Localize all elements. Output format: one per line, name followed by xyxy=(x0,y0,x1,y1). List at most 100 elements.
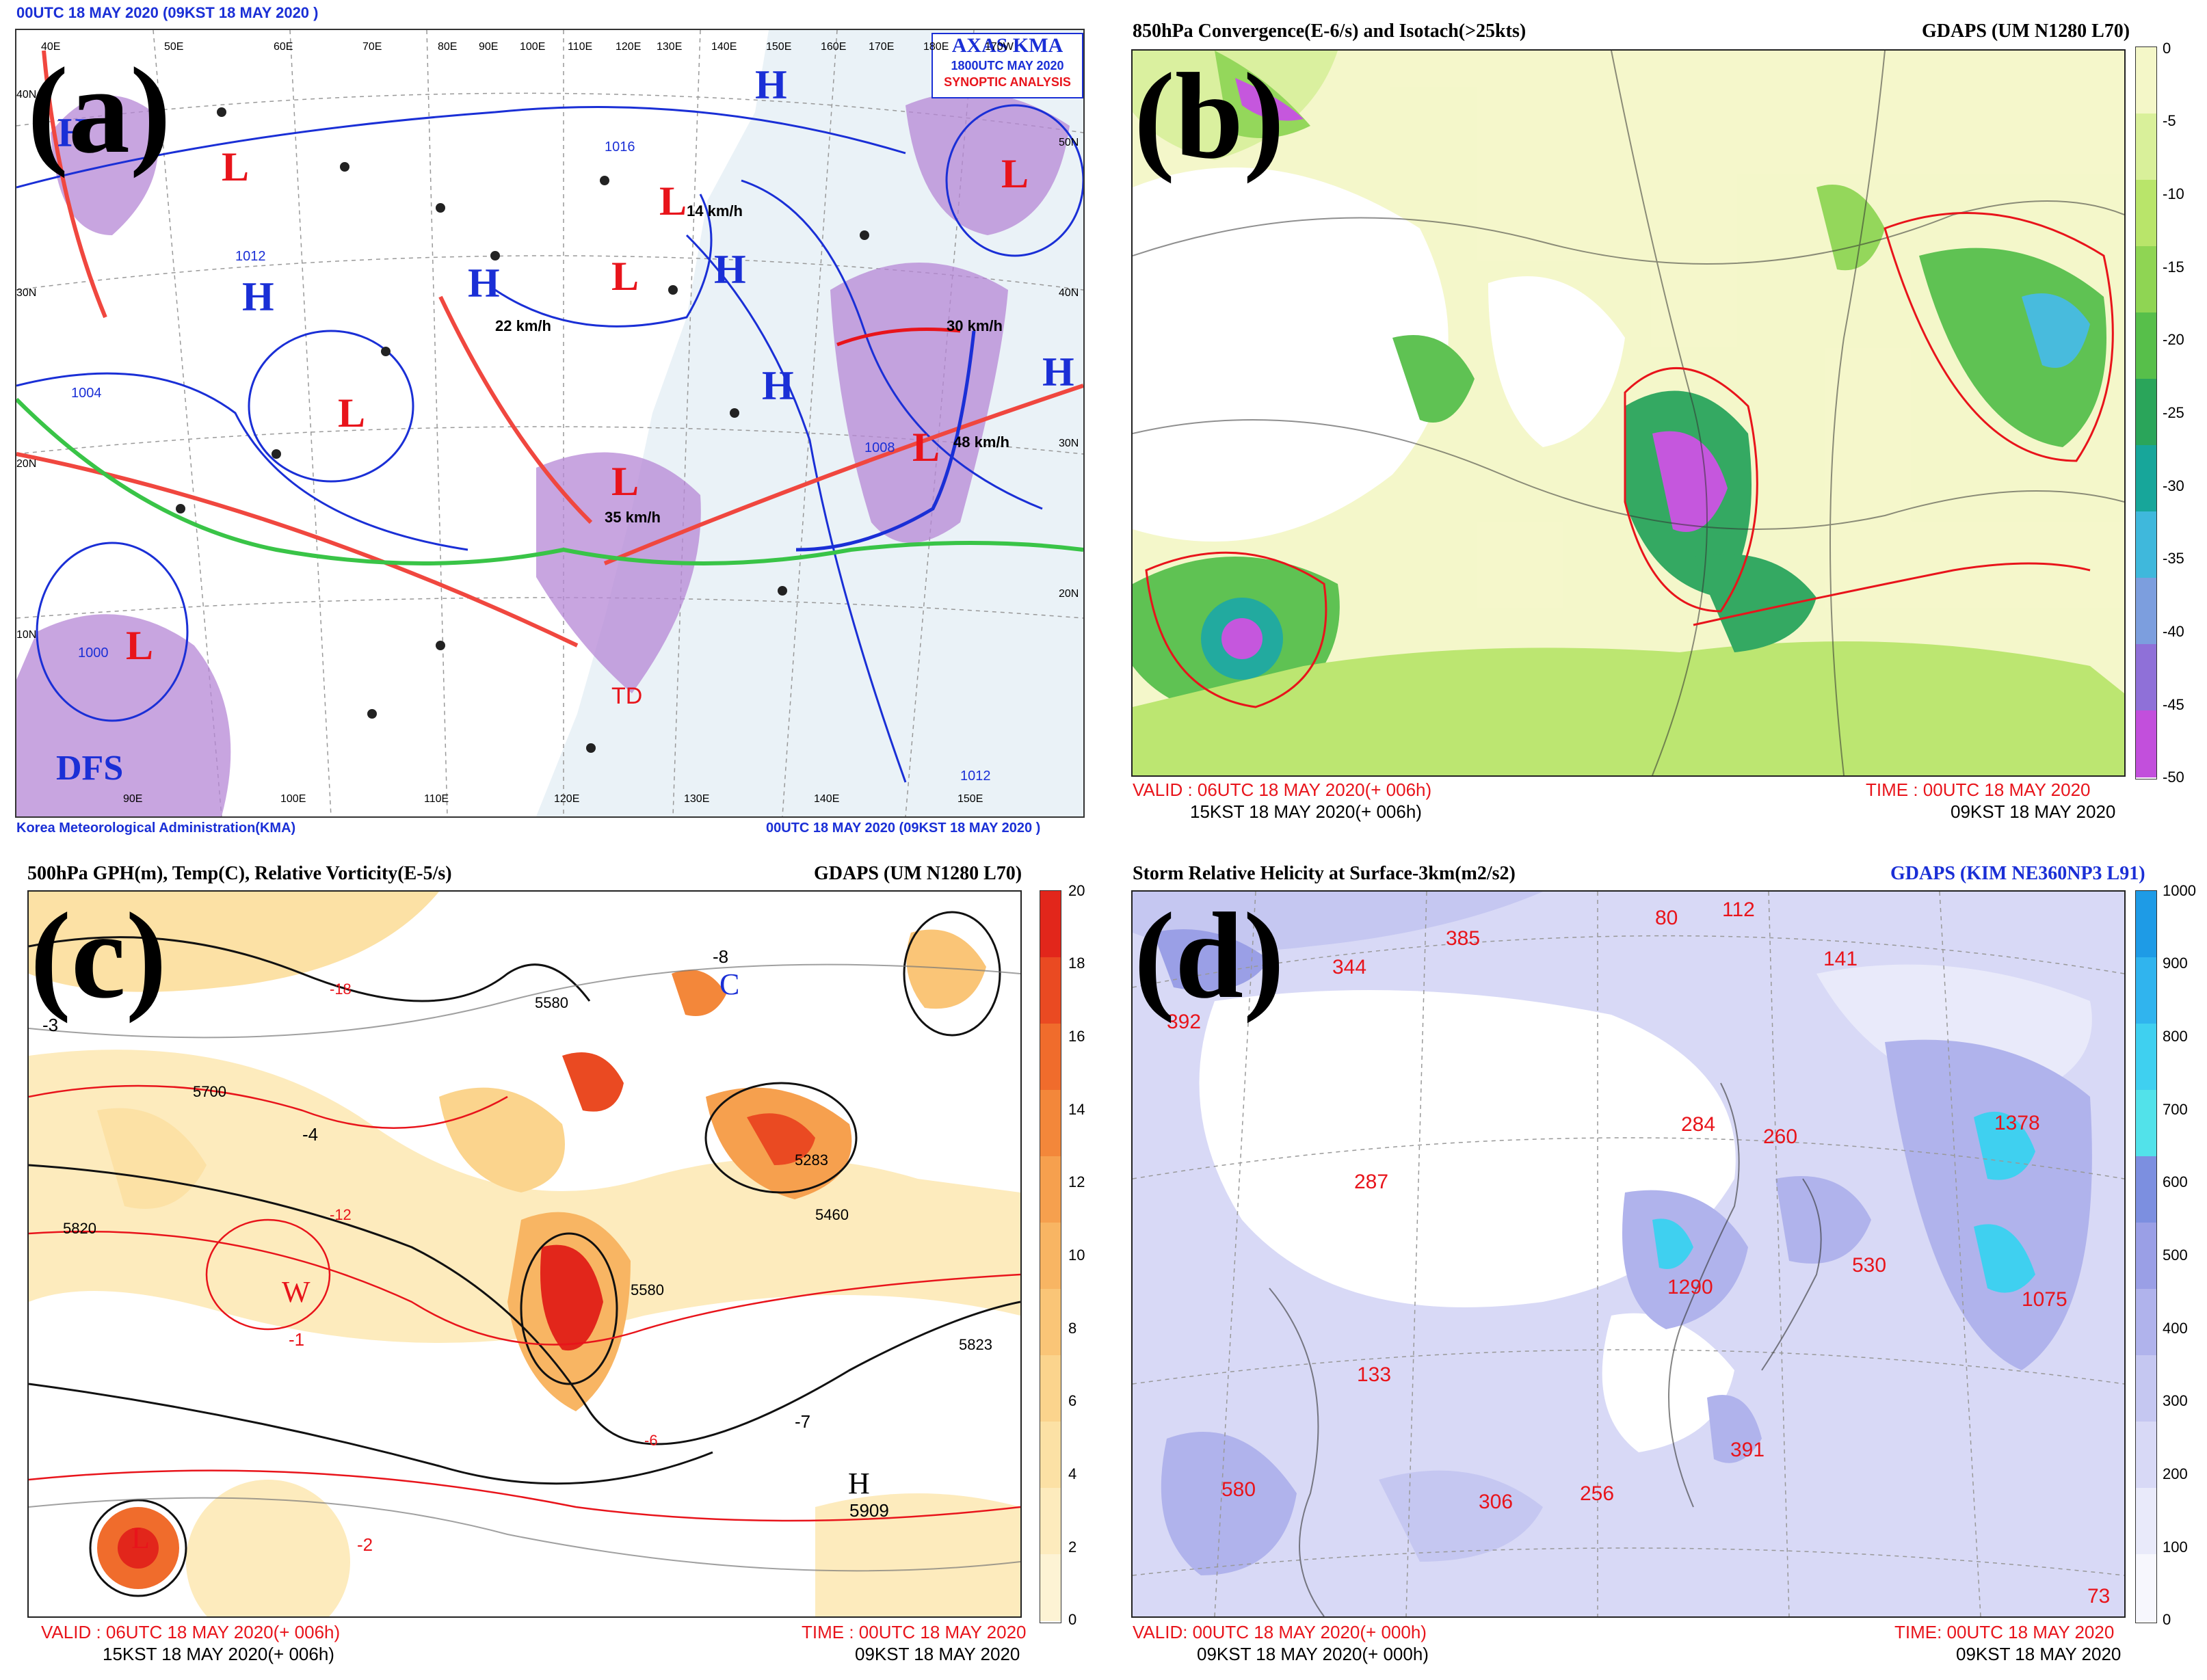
panel-d-time1: TIME: 00UTC 18 MAY 2020 xyxy=(1894,1622,2115,1642)
panel-c-center-h: H xyxy=(848,1467,870,1500)
panel-c-time1: TIME : 00UTC 18 MAY 2020 xyxy=(802,1622,1027,1642)
panel-a-isobar-6: 1012 xyxy=(960,769,991,784)
srh-max-9: 287 xyxy=(1354,1171,1389,1193)
panel-c-map: 5580 5700 5820 5460 5909 5283 5823 5580 … xyxy=(27,890,1022,1618)
srh-max-3: 385 xyxy=(1446,927,1481,950)
srh-max-2: 112 xyxy=(1722,898,1755,921)
cb-c-4 xyxy=(1040,1156,1061,1223)
panel-a-isobar-3: 1016 xyxy=(605,139,635,155)
panel-d-values: 80 112 385 344 141 392 284 260 287 1378 … xyxy=(1131,890,2123,1615)
panel-c-time2: 09KST 18 MAY 2020 xyxy=(855,1644,1020,1664)
svg-text:H: H xyxy=(242,274,274,319)
svg-text:L: L xyxy=(338,390,365,436)
panel-a-speed-4: 30 km/h xyxy=(947,317,1003,334)
cb-d-1 xyxy=(2136,957,2156,1024)
panel-d-label: (d) xyxy=(1134,888,1284,1024)
cb-b-8 xyxy=(2136,578,2156,644)
panel-c-temp-1: -18 xyxy=(330,981,352,998)
svg-text:L: L xyxy=(1001,151,1029,196)
panel-a-map-svg: H L H L H L L H H H L L H L L xyxy=(16,30,1083,816)
panel-c-center-l: L xyxy=(131,1521,150,1555)
panel-a-speed-5: 48 km/h xyxy=(953,434,1009,451)
cb-b-1 xyxy=(2136,114,2156,180)
panel-b-title: 850hPa Convergence(E-6/s) and Isotach(>2… xyxy=(1133,21,1527,42)
panel-c-temp-2: -12 xyxy=(330,1206,352,1223)
panel-a-speed-3: 35 km/h xyxy=(605,509,661,526)
svg-text:L: L xyxy=(659,178,687,224)
cb-b-7 xyxy=(2136,511,2156,578)
panel-c-height-8: 5580 xyxy=(631,1281,664,1298)
cb-d-7 xyxy=(2136,1355,2156,1422)
srh-max-13: 1075 xyxy=(2022,1288,2067,1311)
cb-c-10 xyxy=(1040,1554,1061,1621)
panel-c-temp-8: -2 xyxy=(357,1534,373,1555)
panel-c-height-5: 5909 xyxy=(849,1500,889,1521)
srh-max-19: 73 xyxy=(2087,1585,2111,1608)
srh-max-16: 580 xyxy=(1221,1478,1256,1501)
panel-c-valid2: 15KST 18 MAY 2020(+ 006h) xyxy=(103,1644,334,1664)
srh-max-17: 306 xyxy=(1479,1491,1514,1513)
srh-max-1: 80 xyxy=(1655,907,1678,929)
panel-c-temp-6: -4 xyxy=(302,1124,319,1145)
panel-a-info-box: AXAS KMA 1800UTC MAY 2020 SYNOPTIC ANALY… xyxy=(931,33,1083,98)
panel-c-height-6: 5283 xyxy=(795,1151,828,1169)
panel-c-colorbar xyxy=(1040,890,1061,1623)
panel-c-center-c: C xyxy=(719,968,740,1001)
cb-b-3 xyxy=(2136,246,2156,312)
cb-c-9 xyxy=(1040,1488,1061,1554)
srh-max-10: 1378 xyxy=(1994,1112,2040,1134)
panel-c-map-svg xyxy=(29,892,1020,1616)
panel-a-label: (a) xyxy=(27,42,171,178)
panel-d-model: GDAPS (KIM NE360NP3 L91) xyxy=(1890,863,2145,884)
cb-c-8 xyxy=(1040,1422,1061,1488)
panel-a-speed-1: 14 km/h xyxy=(687,202,743,219)
panel-c-model: GDAPS (UM N1280 L70) xyxy=(814,863,1022,884)
panel-c-temp-3: -6 xyxy=(644,1432,658,1449)
panel-a-top-left: 00UTC 18 MAY 2020 (09KST 18 MAY 2020 ) xyxy=(16,4,319,21)
cb-d-6 xyxy=(2136,1289,2156,1355)
svg-text:H: H xyxy=(755,62,787,107)
panel-c-temp-5: -8 xyxy=(713,946,729,967)
cb-d-9 xyxy=(2136,1488,2156,1554)
panel-c-height-7: 5823 xyxy=(959,1336,992,1353)
panel-b-colorbar xyxy=(2135,46,2157,779)
cb-b-10 xyxy=(2136,710,2156,777)
cb-d-0 xyxy=(2136,891,2156,957)
panel-b: 850hPa Convergence(E-6/s) and Isotach(>2… xyxy=(1131,21,2184,822)
panel-a-bottom-left: Korea Meteorological Administration(KMA) xyxy=(16,821,296,836)
panel-a: 00UTC 18 MAY 2020 (09KST 18 MAY 2020 ) xyxy=(0,0,1103,841)
cb-d-8 xyxy=(2136,1422,2156,1488)
panel-d: Storm Relative Helicity at Surface-3km(m… xyxy=(1131,863,2196,1664)
srh-max-14: 133 xyxy=(1357,1363,1392,1386)
panel-b-map xyxy=(1131,49,2126,777)
srh-max-4: 344 xyxy=(1332,956,1367,978)
panel-d-valid2: 09KST 18 MAY 2020(+ 000h) xyxy=(1197,1644,1429,1664)
svg-text:H: H xyxy=(57,110,90,155)
cb-c-7 xyxy=(1040,1355,1061,1422)
panel-c-temp-7: -3 xyxy=(42,1015,59,1035)
srh-max-18: 256 xyxy=(1580,1482,1615,1505)
srh-max-5: 141 xyxy=(1823,948,1858,970)
panel-a-td: TD xyxy=(611,683,643,709)
panel-b-label: (b) xyxy=(1134,48,1284,184)
cb-d-5 xyxy=(2136,1223,2156,1289)
srh-max-7: 284 xyxy=(1681,1113,1716,1136)
panel-a-speed-2: 22 km/h xyxy=(495,317,551,334)
panel-c-temp-4: -7 xyxy=(795,1411,811,1432)
panel-d-time2: 09KST 18 MAY 2020 xyxy=(1956,1644,2122,1664)
panel-d-valid1: VALID: 00UTC 18 MAY 2020(+ 000h) xyxy=(1133,1622,1427,1642)
panel-c-temp-9: -1 xyxy=(289,1329,305,1350)
cb-c-6 xyxy=(1040,1289,1061,1355)
panel-c-title: 500hPa GPH(m), Temp(C), Relative Vortici… xyxy=(27,863,452,884)
panel-a-isobar-1: 1004 xyxy=(71,386,102,401)
cb-d-3 xyxy=(2136,1090,2156,1156)
cb-c-0 xyxy=(1040,891,1061,957)
panel-b-valid1: VALID : 06UTC 18 MAY 2020(+ 006h) xyxy=(1133,779,1432,800)
panel-a-bottom-right: 00UTC 18 MAY 2020 (09KST 18 MAY 2020 ) xyxy=(766,821,1041,836)
panel-c-valid1: VALID : 06UTC 18 MAY 2020(+ 006h) xyxy=(41,1622,341,1642)
panel-a-isobar-2: 1012 xyxy=(235,249,266,264)
cb-d-4 xyxy=(2136,1156,2156,1223)
panel-a-box-line2: 1800UTC MAY 2020 xyxy=(951,59,1064,72)
panel-b-valid2: 15KST 18 MAY 2020(+ 006h) xyxy=(1190,801,1422,822)
panel-a-map: H L H L H L L H H H L L H L L AXAS KMA 1… xyxy=(15,29,1085,818)
